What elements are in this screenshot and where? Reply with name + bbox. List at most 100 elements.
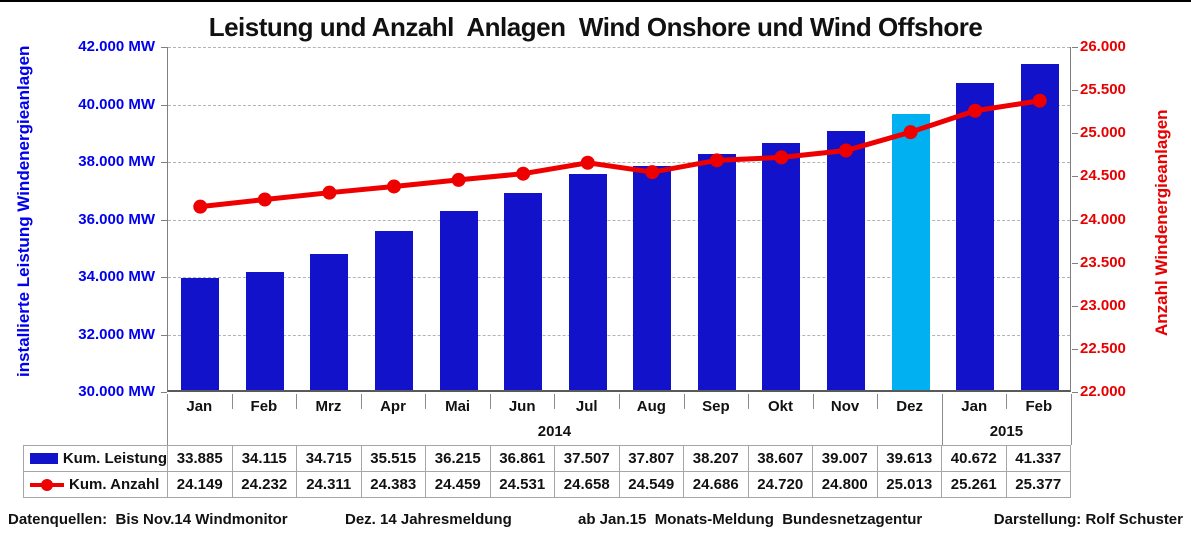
right-tick-label: 25.500: [1080, 81, 1126, 99]
year-label-2014: 2014: [537, 423, 572, 440]
table-value-cell: 38.607: [748, 446, 813, 472]
left-tick-mark: [161, 219, 167, 221]
right-tick-mark: [1072, 176, 1078, 178]
left-tick-label: 42.000 MW: [78, 38, 155, 55]
footnote-dez: Dez. 14 Jahresmeldung: [345, 511, 512, 528]
left-tick-label: 40.000 MW: [78, 95, 155, 113]
table-value-cell: 25.013: [877, 472, 942, 498]
month-labels-row: Jan Feb Mrz Apr Mai Jun Jul Aug Sep Okt Nov Dez Jan F…: [167, 394, 1071, 420]
data-point: [451, 172, 466, 187]
x-axis-separator: [167, 394, 168, 445]
footnote-sources: Datenquellen: Bis Nov.14 Windmonitor: [8, 511, 288, 528]
table-value-cell: 24.383: [361, 472, 426, 498]
month-label: Apr: [380, 398, 406, 415]
bar-Feb: [245, 271, 284, 390]
x-axis-separator: [231, 394, 233, 409]
data-point: [580, 155, 595, 170]
left-tick-label: 36.000 MW: [78, 210, 155, 228]
data-point: [193, 199, 208, 214]
data-point: [645, 165, 660, 180]
data-point: [774, 150, 789, 165]
bar-Mrz: [310, 254, 349, 390]
footnote-jan: ab Jan.15 Monats-Meldung Bundesnetzagent…: [578, 511, 923, 528]
table-value-cell: 35.515: [361, 446, 426, 472]
data-table: Kum. Leistung 33.885 34.115 34.715 35.515 36.…: [23, 445, 1071, 498]
x-axis-separator: [619, 394, 620, 409]
x-axis-separator: [425, 394, 427, 409]
table-value-cell: 24.149: [168, 472, 233, 498]
footnote-credit: Darstellung: Rolf Schuster: [993, 511, 1183, 528]
right-tick-mark: [1072, 90, 1078, 92]
x-axis-separator: [489, 394, 491, 409]
x-axis-separator: [360, 394, 362, 409]
right-tick-label: 25.000: [1080, 124, 1126, 142]
table-value-cell: 25.261: [942, 472, 1007, 498]
data-point: [387, 179, 401, 194]
table-value-cell: 24.232: [232, 472, 297, 498]
table-value-cell: 24.549: [619, 472, 684, 498]
right-tick-mark: [1072, 348, 1078, 350]
table-value-cell: 24.531: [490, 472, 555, 498]
gridline: [168, 104, 1070, 106]
month-label: Sep: [702, 398, 730, 415]
bar-Dez: [891, 113, 930, 390]
data-point: [516, 166, 531, 181]
legend-label: Kum. Anzahl: [69, 476, 160, 493]
left-tick-label: 38.000 MW: [78, 153, 155, 170]
month-label: Dez: [896, 398, 923, 415]
right-tick-label: 26.000: [1080, 38, 1126, 55]
table-value-cell: 40.672: [942, 446, 1007, 472]
month-label: Mai: [445, 398, 471, 415]
right-tick-mark: [1072, 392, 1078, 393]
left-tick-mark: [161, 277, 167, 278]
chart-title: Leistung und Anzahl Anlagen Wind Onshore…: [208, 12, 983, 42]
gridline: [168, 277, 1070, 278]
table-value-cell: 24.720: [748, 472, 813, 498]
left-tick-label: 32.000 MW: [78, 325, 155, 343]
right-tick-label: 23.500: [1080, 253, 1126, 271]
month-label: Jan: [186, 398, 213, 415]
bar-Aug: [633, 165, 672, 390]
bar-Okt: [762, 142, 801, 390]
right-axis-title: Anzahl Windenergieanlagen: [1152, 109, 1171, 336]
month-label: Okt: [767, 398, 793, 415]
bar-Jan: [956, 83, 995, 390]
data-point: [968, 103, 983, 118]
table-value-cell: 24.311: [297, 472, 362, 498]
legend-cell: Kum. Anzahl: [24, 472, 168, 498]
right-tick-label: 23.000: [1080, 296, 1126, 314]
data-point: [709, 153, 724, 168]
data-point: [903, 125, 918, 140]
right-tick-mark: [1072, 47, 1078, 48]
right-tick-label: 22.000: [1080, 383, 1126, 400]
line-series: [193, 93, 1047, 214]
table-value-cell: 41.337: [1006, 446, 1071, 472]
legend-label: Kum. Leistung: [62, 450, 167, 467]
bar-Apr: [375, 231, 413, 390]
table-value-cell: 37.507: [555, 446, 620, 472]
line-legend-swatch: [30, 478, 64, 492]
table-value-cell: 34.715: [297, 446, 362, 472]
table-value-cell: 36.215: [426, 446, 491, 472]
month-label: Aug: [636, 398, 666, 415]
left-tick-label: 34.000 MW: [78, 268, 155, 285]
right-tick-mark: [1072, 305, 1078, 307]
month-label: Jul: [575, 398, 598, 415]
x-axis-separator: [877, 394, 879, 409]
table-value-cell: 24.800: [813, 472, 878, 498]
month-label: Feb: [250, 398, 278, 415]
right-tick-mark: [1072, 262, 1078, 264]
left-tick-mark: [161, 162, 167, 163]
x-axis-separator: [1071, 394, 1072, 445]
gridline: [168, 219, 1070, 221]
data-point: [257, 192, 272, 207]
right-tick-mark: [1072, 219, 1078, 221]
bar-Mai: [439, 211, 478, 390]
bar-Jan: [181, 278, 220, 390]
table-value-cell: 36.861: [490, 446, 555, 472]
x-axis-separator: [554, 394, 556, 409]
table-value-cell: 34.115: [232, 446, 297, 472]
x-axis-separator: [1006, 394, 1008, 409]
table-value-cell: 37.807: [619, 446, 684, 472]
month-label: Jun: [508, 398, 536, 415]
